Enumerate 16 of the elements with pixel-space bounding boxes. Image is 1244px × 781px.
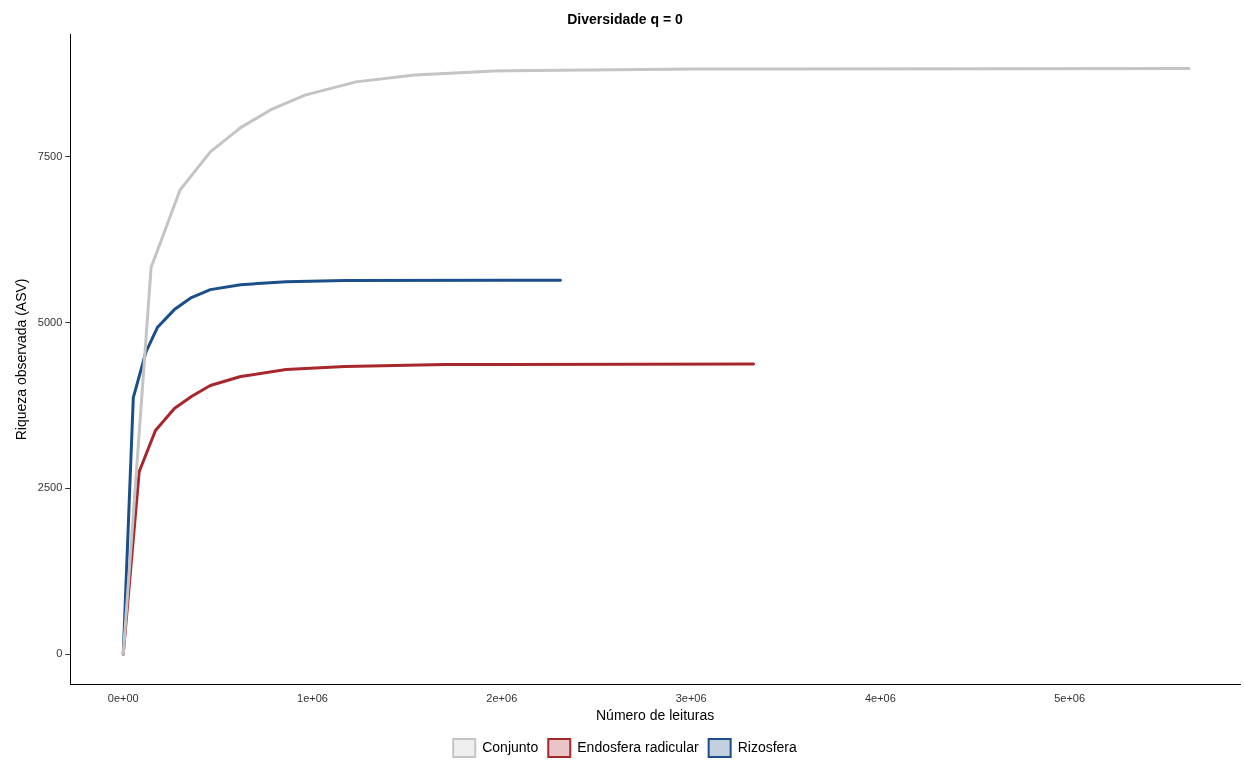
y-tick-label: 7500 [37, 149, 63, 162]
x-tick-label: 5e+06 [1054, 691, 1086, 704]
legend-label: Endosfera radicular [577, 738, 699, 755]
x-tick-label: 4e+06 [864, 691, 896, 704]
legend-label: Conjunto [482, 738, 539, 755]
legend-label: Rizosfera [737, 738, 797, 755]
x-tick-label: 3e+06 [675, 691, 707, 704]
y-tick-label: 5000 [37, 315, 63, 328]
y-axis-title: Riqueza observada (ASV) [13, 278, 30, 441]
y-tick-label: 0 [56, 647, 63, 660]
y-tick-label: 2500 [37, 481, 63, 494]
x-tick-label: 1e+06 [297, 691, 328, 704]
x-axis-title: Número de leituras [595, 707, 715, 724]
chart-title: Diversidade q = 0 [567, 11, 683, 28]
x-tick-label: 0e+00 [107, 691, 139, 704]
x-tick-label: 2e+06 [486, 691, 518, 704]
